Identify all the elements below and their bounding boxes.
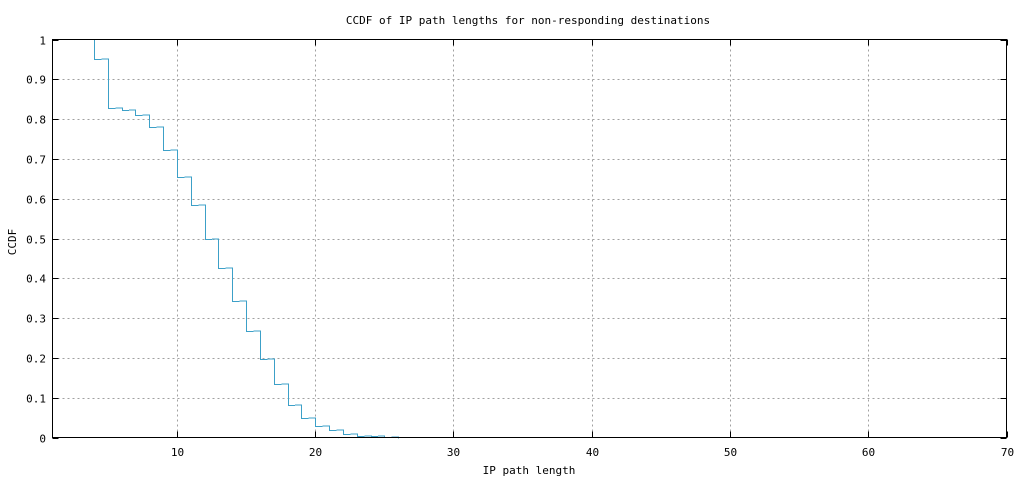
y-tick-label: 0.4 (26, 273, 46, 286)
ccdf-series-line (94, 39, 399, 439)
x-tick-label: 40 (586, 446, 599, 459)
x-tick-label: 70 (1001, 446, 1014, 459)
grid (52, 39, 1007, 438)
y-tick-label: 0.1 (26, 393, 46, 406)
y-tick-label: 0.7 (26, 154, 46, 167)
y-tick-label: 0.3 (26, 313, 46, 326)
x-axis-label: IP path length (483, 464, 576, 477)
x-tick-label: 30 (447, 446, 460, 459)
y-tick-label: 0.2 (26, 353, 46, 366)
plot-frame (52, 39, 1007, 438)
y-tick-label: 0.8 (26, 114, 46, 127)
x-tick-label: 20 (309, 446, 322, 459)
x-tick-label: 60 (862, 446, 875, 459)
series-layer (94, 39, 399, 439)
x-tick-label: 10 (171, 446, 184, 459)
y-tick-label: 0.5 (26, 234, 46, 247)
chart-title: CCDF of IP path lengths for non-respondi… (346, 14, 710, 27)
y-axis-label: CCDF (6, 229, 19, 256)
y-tick-label: 0.9 (26, 74, 46, 87)
y-tick-label: 0 (39, 433, 46, 446)
ticks: 0 0.1 0.2 0.3 0.4 0.5 0.6 0.7 0.8 0.9 1 10 20 30 40 50 6… (26, 35, 1014, 460)
x-tick-label: 50 (724, 446, 737, 459)
y-tick-label: 0.6 (26, 194, 46, 207)
y-tick-label: 1 (39, 35, 46, 48)
